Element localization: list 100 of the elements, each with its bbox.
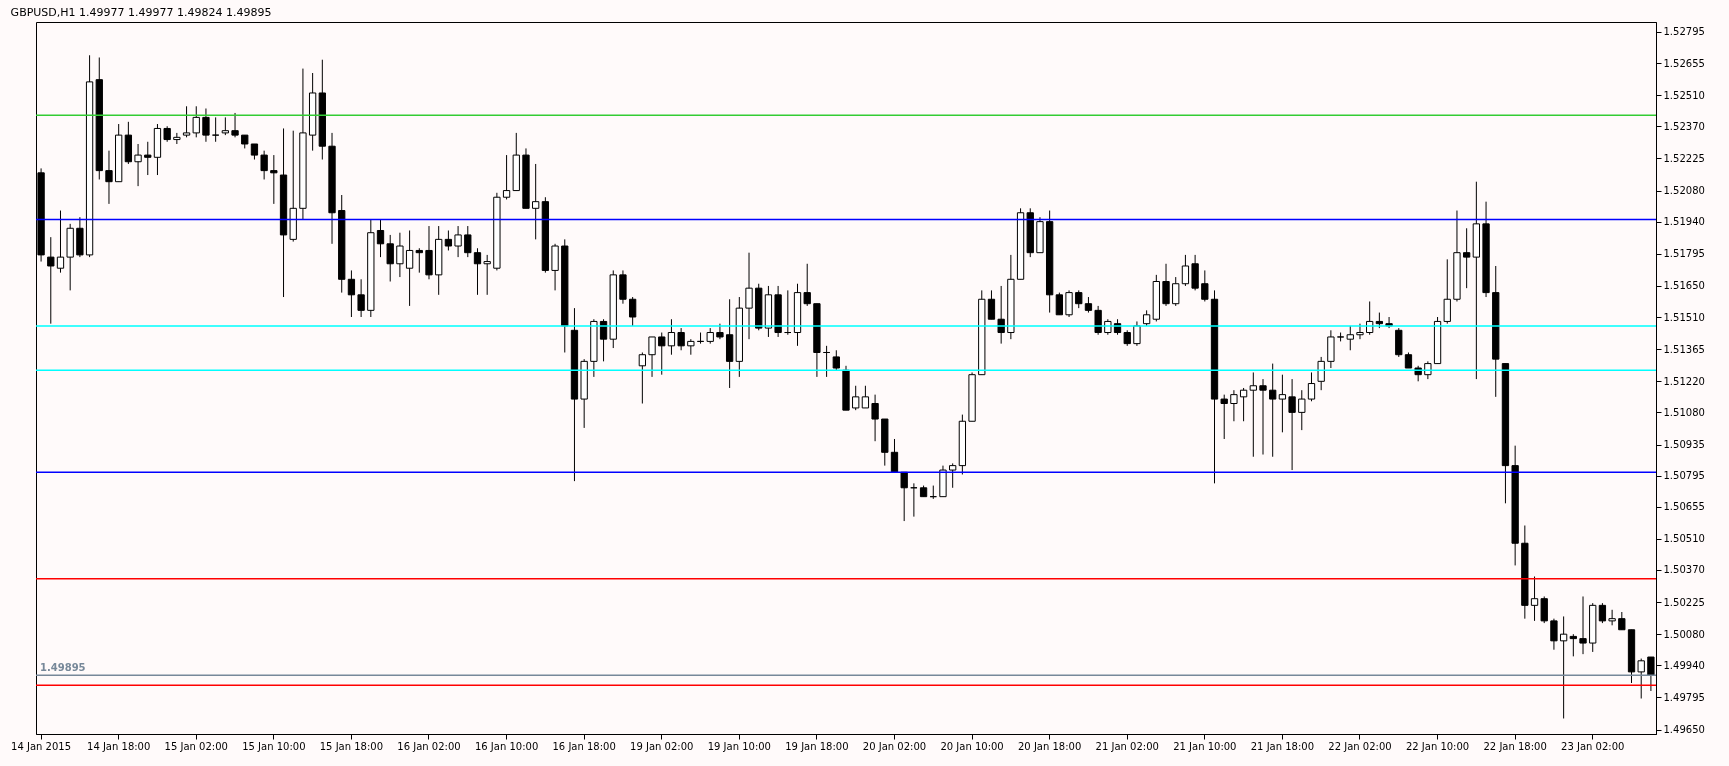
candlestick — [745, 252, 753, 340]
candlestick — [997, 285, 1005, 345]
candlestick — [1288, 378, 1296, 471]
candlestick — [1172, 276, 1180, 307]
candlestick — [173, 132, 181, 145]
x-tick-label: 20 Jan 18:00 — [1017, 740, 1082, 752]
candlestick — [1346, 325, 1354, 351]
x-tick-label: 21 Jan 10:00 — [1173, 740, 1237, 752]
x-tick-label: 22 Jan 02:00 — [1328, 740, 1392, 752]
y-tick-label: 1.52510 — [1663, 89, 1705, 101]
candlestick — [1065, 289, 1073, 318]
candlestick — [464, 225, 472, 258]
candlestick — [260, 150, 268, 180]
x-tick-label: 14 Jan 2015 — [11, 740, 72, 752]
candlestick — [1307, 371, 1316, 402]
candlestick — [202, 108, 210, 143]
candlestick — [56, 210, 65, 274]
candlestick — [1463, 227, 1471, 289]
candlestick — [182, 105, 191, 138]
chart-title: GBPUSD,H1 1.49977 1.49977 1.49824 1.49895 — [10, 6, 272, 19]
candlestick — [1443, 258, 1451, 325]
candlestick — [1298, 389, 1306, 431]
candlestick — [1269, 363, 1277, 458]
x-tick-label: 15 Jan 10:00 — [242, 740, 306, 752]
y-tick-label: 1.49795 — [1663, 691, 1705, 703]
candlestick — [1637, 658, 1645, 700]
y-tick-label: 1.50795 — [1663, 470, 1705, 482]
candlestick — [1317, 356, 1325, 391]
candlestick — [1181, 254, 1190, 287]
candlestick — [396, 232, 404, 278]
candlestick — [852, 385, 860, 411]
candlestick — [1201, 269, 1209, 302]
candlestick — [47, 236, 55, 325]
candlestick — [667, 318, 676, 356]
y-tick-label: 1.50080 — [1663, 628, 1705, 640]
candlestick — [1239, 387, 1248, 422]
x-tick-label: 21 Jan 02:00 — [1095, 740, 1159, 752]
candlestick — [1579, 595, 1587, 655]
candlestick — [1220, 394, 1228, 440]
candlestick — [483, 254, 491, 296]
candlestick — [376, 218, 385, 258]
candlestick — [1530, 576, 1539, 622]
y-tick-label: 1.50370 — [1663, 564, 1705, 576]
x-tick-label: 21 Jan 18:00 — [1250, 740, 1315, 752]
candlestick — [949, 462, 957, 489]
candlestick — [861, 385, 870, 409]
x-tick-label: 19 Jan 10:00 — [707, 740, 771, 752]
y-tick-label: 1.52655 — [1663, 57, 1705, 69]
candlestick — [648, 336, 656, 378]
candlestick — [444, 230, 453, 251]
candlestick — [890, 438, 899, 473]
candlestick — [415, 247, 423, 274]
x-tick-label: 19 Jan 18:00 — [785, 740, 849, 752]
candlestick — [405, 230, 414, 307]
y-tick-label: 1.51650 — [1663, 280, 1705, 292]
candlestick — [473, 247, 482, 296]
x-tick-label: 20 Jan 02:00 — [862, 740, 927, 752]
candlestick — [638, 351, 646, 405]
candlestick — [658, 332, 666, 376]
candlestick — [1249, 371, 1257, 458]
y-tick-label: 1.49650 — [1663, 724, 1705, 736]
candlestick — [803, 263, 811, 307]
candlestick — [1278, 374, 1287, 433]
y-tick-label: 1.51080 — [1663, 406, 1705, 418]
x-tick-label: 16 Jan 02:00 — [397, 740, 461, 752]
y-tick-label: 1.51940 — [1663, 216, 1705, 228]
y-tick-label: 1.50225 — [1663, 596, 1705, 608]
candlestick — [1133, 320, 1141, 347]
x-tick-label: 23 Jan 02:00 — [1561, 740, 1625, 752]
candlestick — [1540, 595, 1548, 624]
y-tick-label: 1.52795 — [1663, 26, 1705, 38]
x-tick-label: 22 Jan 10:00 — [1405, 740, 1470, 752]
candlestick — [1356, 323, 1364, 340]
y-tick-label: 1.51365 — [1663, 343, 1705, 355]
y-tick-label: 1.50655 — [1663, 501, 1705, 513]
candlestick — [105, 150, 113, 205]
y-tick-label: 1.51220 — [1663, 375, 1705, 387]
x-tick-label: 15 Jan 18:00 — [319, 740, 384, 752]
y-tick-label: 1.49940 — [1663, 659, 1705, 671]
candlestick — [386, 234, 394, 283]
candlestick — [677, 327, 685, 351]
candlestick — [1569, 633, 1577, 657]
candlestick — [987, 289, 996, 320]
x-tick-label: 16 Jan 10:00 — [474, 740, 539, 752]
x-tick-label: 19 Jan 02:00 — [630, 740, 694, 752]
y-tick-label: 1.52225 — [1663, 152, 1705, 164]
candlestick — [1230, 389, 1238, 422]
candlestick — [532, 163, 540, 240]
candlestick — [900, 471, 908, 522]
candlestick — [1259, 378, 1267, 456]
candlestick — [144, 141, 152, 176]
candlestick — [629, 296, 637, 327]
y-tick-label: 1.50935 — [1663, 439, 1705, 451]
candlestick — [1162, 263, 1170, 307]
y-tick-label: 1.52080 — [1663, 185, 1705, 197]
y-tick-label: 1.51795 — [1663, 248, 1705, 260]
x-tick-label: 16 Jan 18:00 — [552, 740, 616, 752]
x-tick-label: 14 Jan 18:00 — [87, 740, 151, 752]
x-tick-label: 20 Jan 10:00 — [940, 740, 1004, 752]
candlestick — [1055, 292, 1063, 316]
